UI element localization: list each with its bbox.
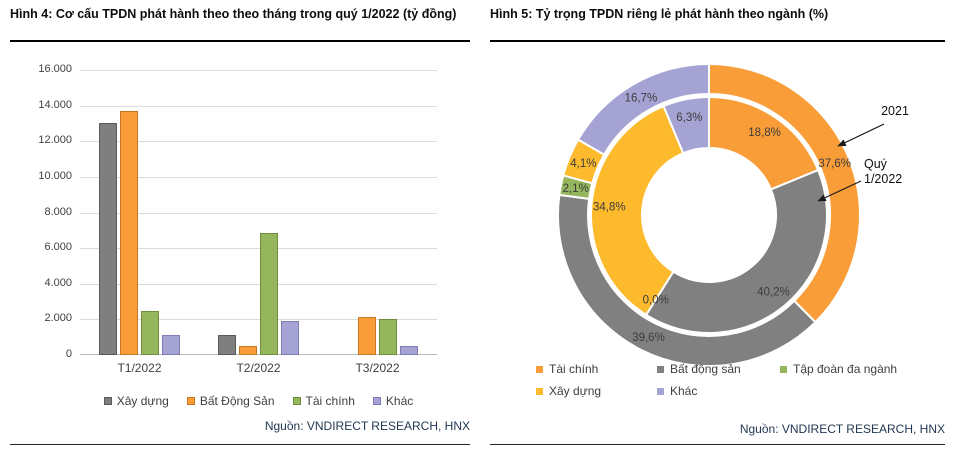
donut-legend-swatch [536,387,543,395]
donut-legend-swatch [657,387,664,395]
donut-legend-item-Khác: Khác [657,384,697,398]
bar-T2/2022-Bất Động Sản [239,346,257,355]
donut-legend-label: Khác [670,384,698,398]
bar-T2/2022-Tài chính [260,232,278,355]
legend-swatch [292,397,301,405]
donut-data-labels: 37,6% 39,6% 2,1% 4,1% 16,7% 18,8% 40,2% 0,0% 34,… [563,92,851,343]
legend-swatch [186,397,195,405]
donut-segments [557,63,861,367]
y-tick-label: 0 [65,348,72,360]
gridline [80,105,437,107]
legend-item-Khác: Khác [372,394,414,408]
x-tick-label: T3/2022 [355,361,400,375]
donut-legend-item-Tài chính: Tài chính [536,362,598,376]
bar-T1/2022-Tài chính [141,311,159,355]
bar-chart-plot-area [80,70,437,355]
y-tick-label: 6.000 [44,241,72,254]
y-tick-label: 2.000 [44,312,72,325]
figure5-source: Nguồn: VNDIRECT RESEARCH, HNX [739,422,945,436]
y-tick-label: 16.000 [38,63,72,75]
donut-seg-Quý 1/2022-Bất động sản [645,169,828,334]
bar-T3/2022-Khác [400,346,418,355]
x-axis-line [80,354,437,355]
bar-T1/2022-Bất Động Sản [120,110,138,355]
donut-seg-Quý 1/2022-Khác [662,96,710,155]
donut-label-2021-Khác: 16,7% [625,92,658,104]
donut-label-Quý 1/2022-Khác: 6,3% [676,112,702,124]
donut-legend-label: Tài chính [549,362,599,376]
figure5-bottom-rule [490,444,945,445]
bar-T2/2022-Xây dựng [218,334,236,355]
legend-label: Khác [385,394,414,408]
y-tick-label: 8.000 [44,205,72,218]
gridline [80,176,437,178]
donut-seg-Quý 1/2022-Xây dựng [590,105,685,316]
figure5-title: Hình 5: Tỷ trọng TPDN riêng lẻ phát hành… [490,6,945,42]
donut-label-2021-Tập đoàn đa ngành: 2,1% [563,183,589,195]
annotation-q1-2022-text: 1/2022 [864,172,902,186]
annotation-2021-arrow [837,123,885,147]
gridline [80,319,437,321]
donut-legend-item-Tập đoàn đa ngành: Tập đoàn đa ngành [780,362,897,376]
donut-label-2021-Xây dựng: 4,1% [570,158,596,170]
bar-T3/2022-Tài chính [379,319,397,355]
bar-T3/2022-Bất Động Sản [358,316,376,355]
legend-label: Bất Động Sản [199,394,275,408]
legend-label: Xây dựng [116,394,169,408]
donut-legend-label: Bất động sản [670,362,741,376]
donut-legend-item-Xây dựng: Xây dựng [536,384,601,398]
donut-seg-2021-Khác [577,63,710,156]
gridline [80,212,437,214]
legend-item-Tài chính: Tài chính [292,394,355,408]
bar-chart-legend: Xây dựng Bất Động Sản Tài chính Khác [70,394,447,408]
annotation-q1-2022-text: Quý [864,157,888,171]
gridline [80,141,437,143]
figure4-bottom-rule [10,444,470,445]
bar-T1/2022-Khác [162,335,180,355]
y-tick-label: 10.000 [38,169,72,182]
donut-legend-swatch [657,365,664,373]
gridline [80,283,437,285]
figure4-title: Hình 4: Cơ cấu TPDN phát hành theo theo … [10,6,470,42]
y-tick-label: 4.000 [44,276,72,289]
bar-T1/2022-Xây dựng [99,122,117,355]
legend-item-Bất Động Sản: Bất Động Sản [186,394,275,408]
y-tick-label: 14.000 [38,98,72,111]
gridline [80,248,437,250]
y-tick-label: 12.000 [38,134,72,147]
donut-legend-item-Bất động sản: Bất động sản [657,362,741,376]
donut-legend-label: Tập đoàn đa ngành [793,362,898,376]
legend-swatch [103,397,112,405]
donut-label-Quý 1/2022-Tập đoàn đa ngành: 0,0% [643,295,669,307]
donut-legend-swatch [780,365,787,373]
donut-label-Quý 1/2022-Bất động sản: 40,2% [757,287,790,299]
annotation-q1-2022-arrow [817,180,862,202]
legend-swatch [372,397,381,405]
bar-T2/2022-Khác [281,321,299,355]
donut-legend-label: Xây dựng [549,384,602,398]
figure4-source: Nguồn: VNDIRECT RESEARCH, HNX [264,419,470,433]
x-tick-label: T1/2022 [117,361,162,375]
gridline [80,70,437,71]
donut-label-Quý 1/2022-Tài chính: 18,8% [748,127,781,139]
x-tick-label: T2/2022 [236,361,281,375]
annotation-2021-text: 2021 [881,104,909,118]
donut-label-Quý 1/2022-Xây dựng: 34,8% [593,202,626,214]
donut-legend-swatch [536,365,543,373]
legend-item-Xây dựng: Xây dựng [103,394,169,408]
donut-chart: 37,6% 39,6% 2,1% 4,1% 16,7% 18,8% 40,2% 0,0% 34,… [557,63,909,367]
donut-label-2021-Bất động sản: 39,6% [632,332,665,344]
donut-label-2021-Tài chính: 37,6% [818,158,851,170]
legend-label: Tài chính [305,394,355,408]
